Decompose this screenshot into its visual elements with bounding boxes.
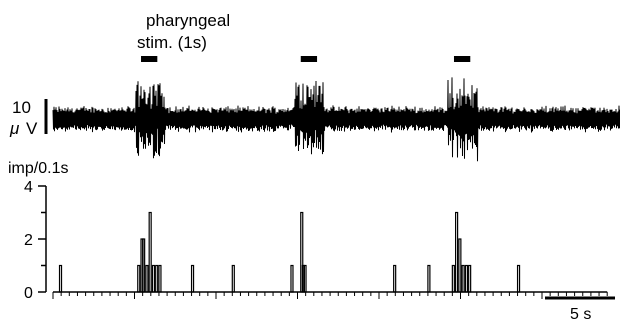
- histogram-x-axis: [52, 291, 608, 299]
- histogram-bar: [303, 264, 307, 293]
- stimulus-bar: [300, 56, 318, 62]
- histogram-bar: [300, 211, 304, 293]
- y-tick-label: 4: [24, 179, 33, 196]
- histogram-bar: [137, 264, 141, 293]
- trace-scale-value: 10: [12, 98, 31, 117]
- histogram-bar: [290, 264, 294, 293]
- stimulus-bar: [141, 56, 158, 62]
- trace-scale-unit-v: V: [26, 119, 38, 138]
- trace-scale-unit-mu: μ: [9, 119, 20, 138]
- histogram-bar: [451, 264, 455, 293]
- y-tick-label: 0: [24, 285, 33, 302]
- stim-annotation-line2: stim. (1s): [137, 33, 207, 52]
- histogram-bar: [190, 264, 195, 293]
- stimulus-bars: [141, 56, 471, 62]
- stimulus-bar: [453, 56, 471, 62]
- histogram-bar: [468, 264, 472, 293]
- histogram-bar: [231, 264, 235, 293]
- histogram-bar: [461, 264, 465, 293]
- histogram-ylabel: imp/0.1s: [8, 160, 68, 177]
- histogram-bar: [151, 264, 156, 293]
- histogram-bar: [393, 264, 397, 293]
- histogram-y-axis: 0 2 4: [24, 179, 47, 302]
- extracellular-trace: [52, 77, 620, 162]
- histogram-bar: [142, 238, 146, 293]
- histogram-bar: [148, 211, 152, 293]
- stim-annotation-line1: pharyngeal: [146, 11, 230, 30]
- y-tick-label: 2: [24, 232, 33, 249]
- histogram-bar: [516, 264, 521, 293]
- histogram-bar: [145, 264, 149, 293]
- histogram-bar: [158, 264, 162, 293]
- histogram-bars: [58, 211, 521, 293]
- histogram-bar: [155, 264, 159, 293]
- histogram-bar: [464, 264, 468, 293]
- histogram-bar: [455, 211, 459, 293]
- trace-line: [52, 77, 620, 162]
- histogram-bar: [427, 264, 431, 293]
- histogram-bar: [58, 264, 63, 293]
- time-scale-label: 5 s: [570, 306, 591, 323]
- histogram-bar: [458, 238, 462, 293]
